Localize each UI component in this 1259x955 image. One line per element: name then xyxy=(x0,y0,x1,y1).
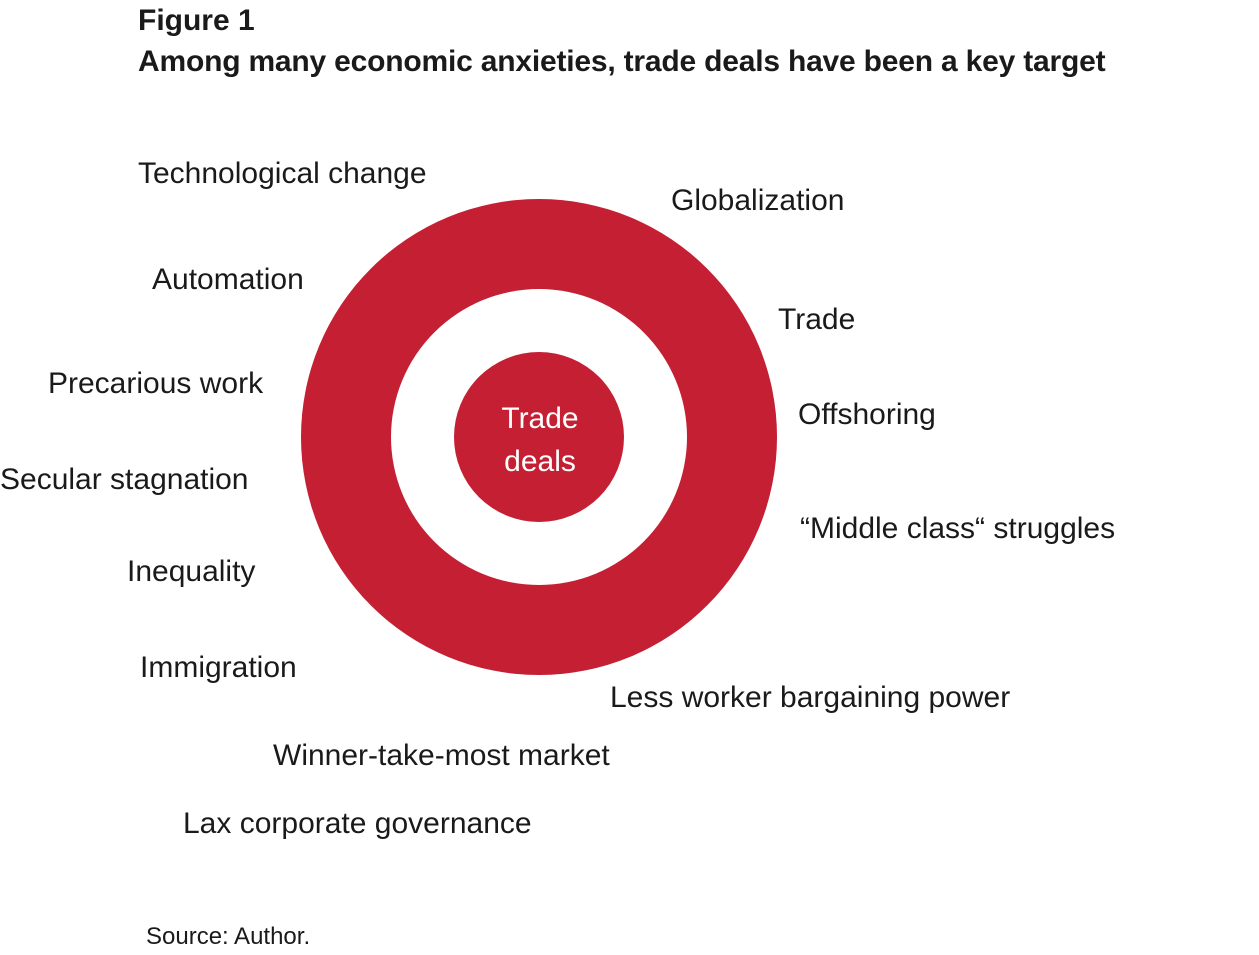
label-winner-take-most-market: Winner-take-most market xyxy=(273,739,610,772)
label-precarious-work: Precarious work xyxy=(48,367,264,400)
bullseye xyxy=(454,352,624,522)
label-immigration: Immigration xyxy=(140,651,297,684)
label-secular-stagnation: Secular stagnation xyxy=(0,463,249,496)
bullseye-label-line2: deals xyxy=(504,445,576,478)
label-offshoring: Offshoring xyxy=(798,398,936,431)
label-trade: Trade xyxy=(778,303,856,336)
label-less-worker-bargaining-power: Less worker bargaining power xyxy=(610,681,1011,714)
label-automation: Automation xyxy=(152,263,304,296)
bullseye-label-line1: Trade xyxy=(501,402,579,435)
source-note: Source: Author. xyxy=(146,923,311,950)
label-technological-change: Technological change xyxy=(138,157,427,190)
label-lax-corporate-governance: Lax corporate governance xyxy=(183,807,532,840)
label-globalization: Globalization xyxy=(671,184,845,217)
label-inequality: Inequality xyxy=(127,555,256,588)
label-middle-class-struggles: “Middle class“ struggles xyxy=(800,512,1116,545)
bullseye-label: Trade deals xyxy=(455,397,625,483)
figure-title: Among many economic anxieties, trade dea… xyxy=(138,45,1106,78)
figure-label: Figure 1 xyxy=(138,4,255,37)
